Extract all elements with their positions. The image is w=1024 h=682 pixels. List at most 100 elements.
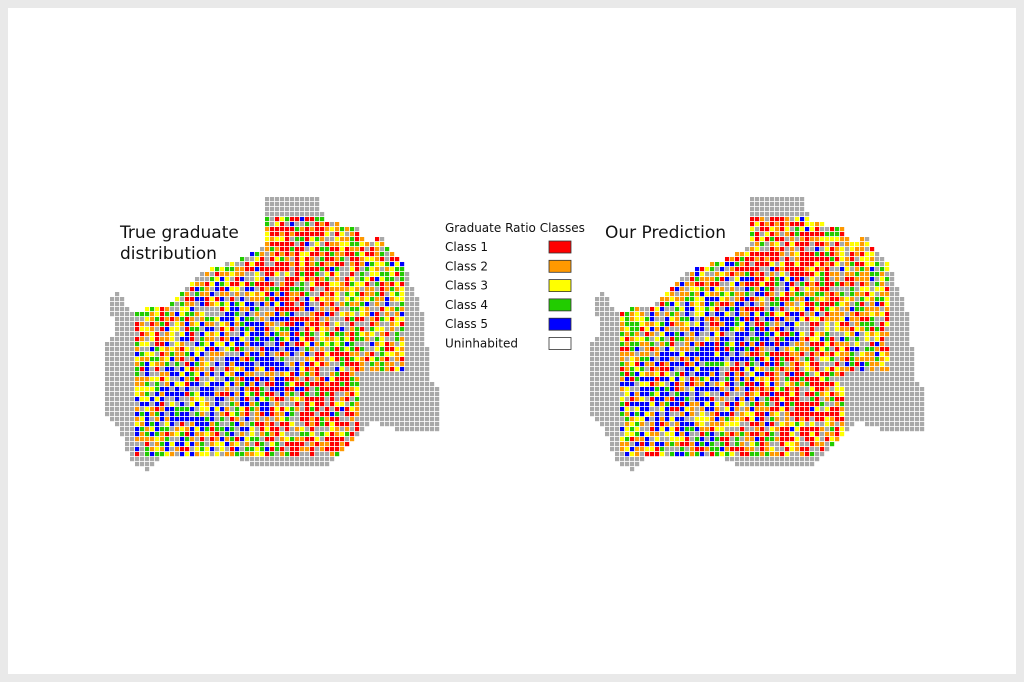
map-cell	[115, 412, 120, 417]
map-cell	[395, 292, 400, 297]
map-cell	[905, 422, 910, 427]
map-cell	[785, 232, 790, 237]
map-cell	[895, 417, 900, 422]
map-cell	[270, 307, 275, 312]
map-cell	[800, 402, 805, 407]
map-cell	[750, 427, 755, 432]
map-cell	[135, 372, 140, 377]
map-cell	[105, 377, 110, 382]
map-cell	[840, 407, 845, 412]
map-cell	[765, 322, 770, 327]
map-cell	[150, 352, 155, 357]
map-cell	[715, 417, 720, 422]
map-cell	[260, 302, 265, 307]
map-cell	[910, 392, 915, 397]
map-cell	[280, 377, 285, 382]
map-cell	[775, 202, 780, 207]
map-cell	[120, 377, 125, 382]
map-cell	[805, 372, 810, 377]
map-cell	[285, 322, 290, 327]
map-cell	[280, 337, 285, 342]
map-cell	[730, 322, 735, 327]
map-cell	[790, 337, 795, 342]
map-cell	[195, 417, 200, 422]
map-cell	[285, 387, 290, 392]
map-cell	[415, 347, 420, 352]
map-cell	[390, 257, 395, 262]
map-cell	[875, 282, 880, 287]
map-cell	[610, 347, 615, 352]
map-cell	[785, 452, 790, 457]
map-cell	[680, 442, 685, 447]
map-cell	[295, 217, 300, 222]
map-cell	[350, 267, 355, 272]
map-cell	[410, 407, 415, 412]
map-cell	[635, 372, 640, 377]
map-cell	[620, 377, 625, 382]
map-cell	[410, 352, 415, 357]
map-cell	[740, 272, 745, 277]
map-cell	[730, 262, 735, 267]
map-cell	[140, 342, 145, 347]
map-cell	[170, 302, 175, 307]
map-cell	[340, 437, 345, 442]
map-cell	[590, 382, 595, 387]
map-cell	[280, 357, 285, 362]
map-cell	[890, 387, 895, 392]
map-cell	[665, 322, 670, 327]
map-cell	[210, 307, 215, 312]
map-cell	[840, 357, 845, 362]
map-cell	[895, 402, 900, 407]
map-cell	[255, 387, 260, 392]
map-cell	[645, 372, 650, 377]
map-cell	[245, 362, 250, 367]
map-cell	[865, 237, 870, 242]
map-cell	[750, 247, 755, 252]
map-cell	[845, 272, 850, 277]
map-cell	[770, 367, 775, 372]
map-cell	[200, 287, 205, 292]
map-cell	[385, 317, 390, 322]
map-cell	[370, 367, 375, 372]
map-cell	[400, 352, 405, 357]
map-cell	[300, 197, 305, 202]
map-cell	[145, 427, 150, 432]
map-cell	[175, 362, 180, 367]
map-cell	[825, 267, 830, 272]
map-cell	[750, 257, 755, 262]
map-cell	[235, 267, 240, 272]
map-cell	[390, 382, 395, 387]
map-cell	[850, 392, 855, 397]
map-cell	[775, 432, 780, 437]
map-cell	[820, 262, 825, 267]
map-cell	[215, 422, 220, 427]
map-cell	[905, 382, 910, 387]
map-cell	[720, 302, 725, 307]
map-cell	[735, 337, 740, 342]
map-cell	[770, 407, 775, 412]
map-cell	[815, 252, 820, 257]
map-cell	[885, 352, 890, 357]
map-cell	[770, 327, 775, 332]
map-cell	[620, 427, 625, 432]
map-cell	[235, 402, 240, 407]
map-cell	[865, 422, 870, 427]
map-cell	[750, 267, 755, 272]
map-cell	[265, 397, 270, 402]
map-cell	[630, 382, 635, 387]
map-cell	[745, 417, 750, 422]
map-cell	[850, 422, 855, 427]
map-cell	[290, 207, 295, 212]
map-cell	[755, 227, 760, 232]
map-cell	[140, 462, 145, 467]
map-cell	[690, 442, 695, 447]
map-cell	[245, 312, 250, 317]
map-cell	[305, 302, 310, 307]
map-cell	[325, 307, 330, 312]
map-cell	[300, 317, 305, 322]
map-cell	[240, 302, 245, 307]
map-cell	[800, 422, 805, 427]
map-cell	[870, 287, 875, 292]
map-cell	[310, 317, 315, 322]
